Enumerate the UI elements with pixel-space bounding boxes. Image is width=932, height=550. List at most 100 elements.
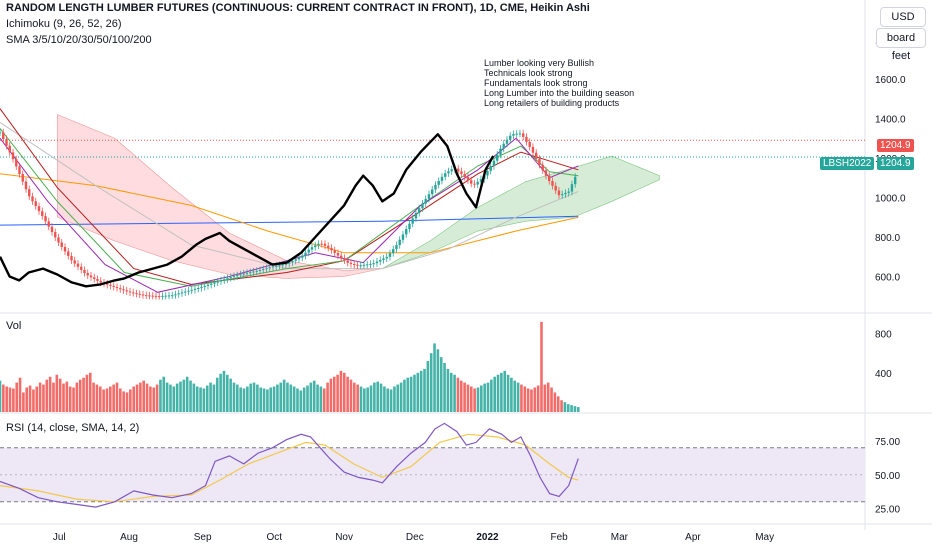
candle-body-147 [476,181,479,185]
candle-body-138 [447,171,450,174]
volume-bar-66 [219,373,222,412]
candle-body-104 [336,252,340,256]
candle-body-94 [304,252,307,256]
volume-bar-161 [536,385,540,412]
volume-bar-17 [55,374,59,412]
price-tick-1: 800.0 [875,233,900,244]
candle-body-55 [177,293,180,295]
candle-body-129 [418,208,421,213]
symbol-tag: LBSH2022 [820,157,875,170]
sma-legend[interactable]: SMA 3/5/10/20/30/50/100/200 [6,34,152,46]
volume-bar-160 [533,387,537,412]
candle-body-118 [382,258,385,261]
volume-label[interactable]: Vol [6,320,22,332]
ichimoku-cloud-bullish [382,155,660,269]
volume-bar-165 [550,387,553,412]
candle-body-112 [362,264,366,266]
volume-bar-82 [272,386,276,412]
candle-body-67 [216,281,219,283]
volume-bar-70 [232,382,236,412]
volume-bar-168 [560,400,563,412]
volume-bar-152 [506,374,510,412]
candle-body-125 [405,229,408,235]
candle-body-161 [522,133,525,137]
candle-body-120 [388,253,392,257]
candle-body-134 [434,184,437,190]
volume-bar-55 [182,379,186,412]
volume-bar-139 [463,382,466,412]
unit-button[interactable]: board feet [876,28,926,62]
candle-body-109 [353,264,356,266]
currency-button[interactable]: USD [880,7,926,27]
candle-body-146 [473,183,476,185]
volume-bar-88 [292,386,296,412]
candle-body-162 [525,136,528,142]
volume-bar-25 [82,377,85,412]
candle-body-7 [21,174,24,182]
volume-bar-118 [393,386,396,412]
volume-bar-131 [436,349,440,412]
volume-bar-95 [316,384,319,412]
volume-bar-119 [396,384,400,412]
time-tick-9: Apr [685,532,701,543]
volume-bar-53 [175,383,179,412]
ichimoku-legend[interactable]: Ichimoku (9, 26, 52, 26) [6,18,122,30]
candle-body-60 [193,288,197,290]
price-tick-0: 600.0 [875,272,900,283]
candle-body-167 [541,164,544,171]
candle-body-0 [0,132,2,134]
annotation-line-4: Long Lumber into the building season [484,88,635,98]
candle-body-62 [200,287,203,289]
rsi-label[interactable]: RSI (14, close, SMA, 14, 2) [6,422,140,434]
volume-bar-100 [332,376,336,412]
candle-body-26 [83,269,86,274]
candle-body-69 [223,279,226,281]
candle-body-23 [73,260,76,264]
candle-body-63 [203,285,206,288]
annotation-line-1: Lumber looking very Bullish [484,58,595,68]
volume-bar-147 [490,379,493,412]
overlay-comparison-line [0,133,495,288]
volume-bar-20 [65,381,69,412]
candle-body-54 [174,294,177,296]
volume-bar-111 [369,385,373,412]
candle-body-105 [340,255,343,259]
candle-body-24 [76,263,80,267]
candle-body-48 [154,295,158,297]
time-tick-6: 2022 [476,532,499,543]
candle-body-153 [496,154,499,161]
candle-body-51 [164,295,167,297]
price-tag-green: 1204.9 [877,157,914,170]
candle-body-39 [125,290,128,292]
candle-body-87 [281,264,284,266]
candle-body-135 [437,180,440,185]
volume-bar-76 [252,382,256,412]
volume-bar-133 [443,363,446,412]
volume-bar-159 [530,389,533,412]
volume-bar-77 [256,384,259,412]
candle-body-165 [535,152,538,159]
volume-bar-62 [205,385,209,412]
candle-body-90 [291,260,294,263]
candle-body-119 [385,256,388,259]
volume-bar-41 [135,384,139,412]
candle-body-92 [297,257,301,260]
time-tick-2: Sep [194,532,212,543]
volume-bar-121 [403,379,406,412]
candle-body-88 [284,263,288,265]
sma-line-1 [0,173,579,254]
candle-body-172 [557,190,561,196]
volume-bar-27 [88,372,92,412]
candle-body-61 [197,288,200,290]
volume-bar-125 [416,372,420,412]
candle-body-111 [359,265,362,267]
candle-body-9 [28,189,31,197]
volume-bar-155 [516,382,520,412]
volume-bar-8 [25,387,29,412]
volume-bar-63 [209,382,212,412]
candle-body-1 [2,132,5,140]
volume-bar-146 [486,382,490,412]
candle-body-20 [63,246,67,252]
volume-bar-21 [68,386,72,412]
candle-body-76 [245,272,249,274]
